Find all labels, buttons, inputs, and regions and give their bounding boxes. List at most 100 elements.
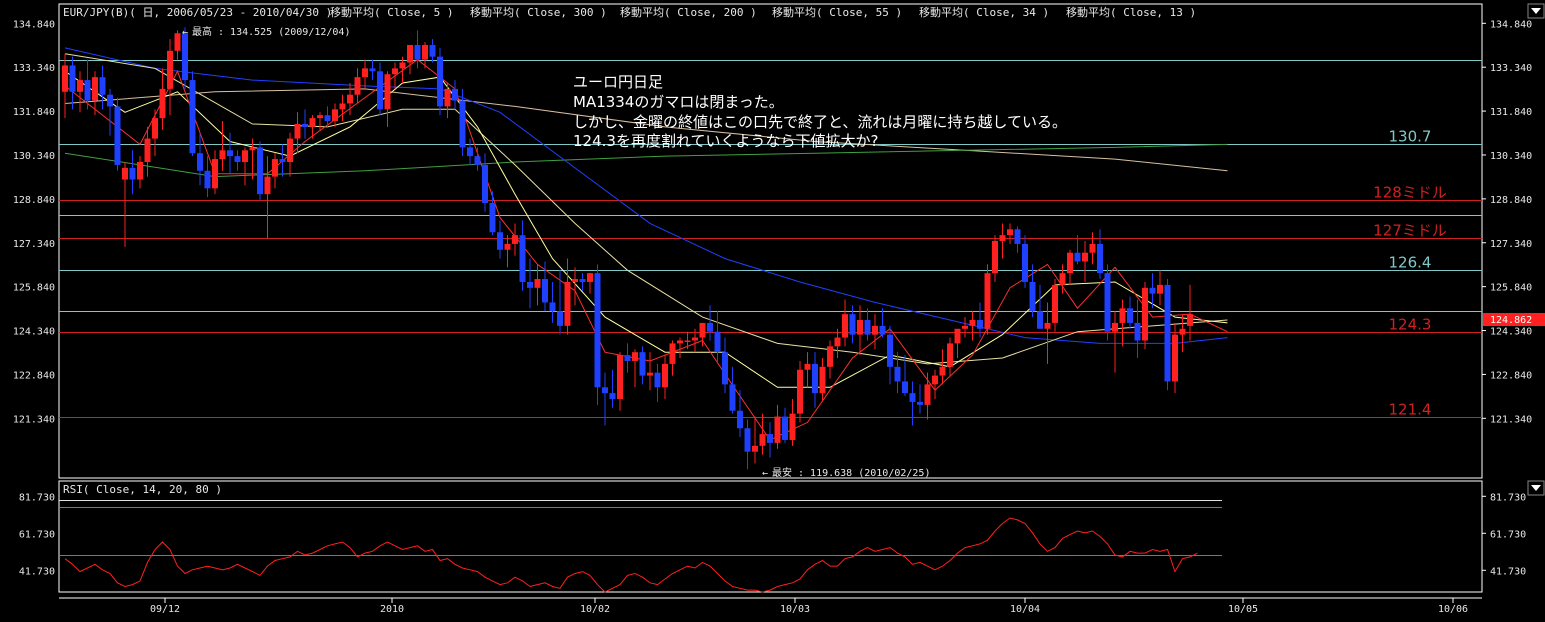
candle-body: [204, 170, 211, 189]
candle: [204, 156, 211, 198]
candle: [564, 258, 571, 335]
candlesticks: [62, 27, 1193, 470]
candle: [767, 422, 773, 458]
candle: [1187, 284, 1193, 341]
candle: [609, 369, 616, 408]
candle-body: [1172, 334, 1178, 382]
candle: [174, 30, 181, 60]
candle: [954, 328, 961, 359]
candle: [467, 138, 473, 165]
rsi-tick-left: 61.730: [19, 529, 55, 540]
candle: [947, 337, 953, 376]
candle: [1037, 284, 1043, 329]
chart-dropdown-button[interactable]: [1527, 3, 1545, 19]
candle: [504, 235, 511, 268]
rsi-tick-right: 41.730: [1490, 566, 1526, 577]
price-tick-left: 122.840: [13, 370, 55, 381]
candle: [789, 399, 796, 446]
indicator-ma5-label: 移動平均( Close, 5 ): [330, 5, 453, 19]
candle: [369, 59, 376, 81]
candle-body: [189, 80, 196, 154]
candle: [287, 132, 293, 177]
candle-body: [857, 320, 863, 335]
candle: [872, 314, 878, 350]
candle: [422, 42, 428, 69]
candle-body: [159, 88, 166, 119]
candle: [474, 147, 481, 171]
candle-body: [527, 281, 533, 288]
price-panel-frame: [58, 3, 1483, 479]
candle-body: [219, 150, 226, 160]
candle-body: [84, 80, 91, 101]
candle-body: [294, 123, 301, 139]
candle-body: [377, 71, 383, 110]
candle-body: [384, 74, 391, 110]
candle: [534, 264, 541, 306]
rsi-dropdown-button[interactable]: [1527, 480, 1545, 496]
candle: [1074, 235, 1081, 265]
candle-body: [362, 68, 368, 78]
candle-body: [69, 65, 76, 92]
candle: [1014, 226, 1021, 253]
candle: [1029, 264, 1036, 318]
candle-body: [692, 337, 698, 341]
candle: [1172, 322, 1178, 394]
date-tick-label: 10/03: [780, 604, 810, 615]
candle-body: [437, 56, 443, 107]
candle: [444, 83, 451, 119]
price-axis-left: 134.840 133.340 131.840 130.340 128.840 127.3…: [13, 19, 55, 425]
candle-body: [1119, 308, 1126, 323]
ma200-line: [64, 143, 1228, 178]
candle: [339, 94, 346, 122]
candle: [587, 273, 593, 294]
candle-body: [564, 281, 571, 326]
high-marker-label: 最高 : 134.525 (2009/12/04): [192, 25, 350, 38]
candle-body: [504, 243, 511, 250]
candle: [234, 150, 241, 171]
candle-body: [114, 106, 121, 165]
rsi-axis-right: 81.730 61.730 41.730: [1482, 492, 1526, 577]
candle-body: [459, 100, 466, 148]
candle-body: [1052, 284, 1058, 323]
candle: [414, 30, 421, 69]
candle-body: [249, 147, 256, 151]
candle: [159, 68, 166, 130]
candle-body: [1127, 308, 1133, 323]
candle-body: [62, 65, 68, 92]
candle-body: [864, 320, 871, 335]
rsi-axis-left: 81.730 61.730 41.730: [19, 492, 55, 577]
candle-body: [789, 413, 796, 440]
current-price-tag: [1483, 313, 1545, 326]
candle-body: [392, 68, 398, 75]
candle: [677, 337, 683, 359]
candle-body: [1097, 243, 1103, 274]
candle-body: [684, 340, 691, 342]
candle: [302, 109, 308, 139]
price-tick-right: 134.840: [1490, 19, 1532, 30]
candle-body: [324, 115, 331, 122]
level-label: 124.3: [1389, 316, 1432, 334]
candle-body: [1014, 229, 1021, 244]
date-tick-label: 09/12: [150, 604, 180, 615]
level-label: 126.4: [1389, 254, 1432, 272]
candle-body: [152, 118, 158, 139]
candle-body: [452, 88, 458, 101]
candle: [249, 138, 256, 180]
candle: [654, 363, 661, 402]
candle-body: [107, 94, 113, 107]
candle-body: [842, 314, 848, 338]
candle-body: [1082, 252, 1088, 262]
price-tick-right: 130.340: [1490, 151, 1532, 162]
candle: [909, 381, 916, 426]
price-tick-right: 128.840: [1490, 195, 1532, 206]
candle-body: [812, 363, 818, 394]
candle: [1134, 299, 1141, 359]
candle-body: [767, 434, 773, 443]
candle: [707, 305, 713, 341]
candle-body: [519, 235, 526, 282]
candle: [144, 126, 151, 177]
candle-body: [572, 279, 578, 282]
candle-body: [407, 44, 413, 63]
candle: [167, 39, 173, 116]
candle: [632, 349, 638, 388]
